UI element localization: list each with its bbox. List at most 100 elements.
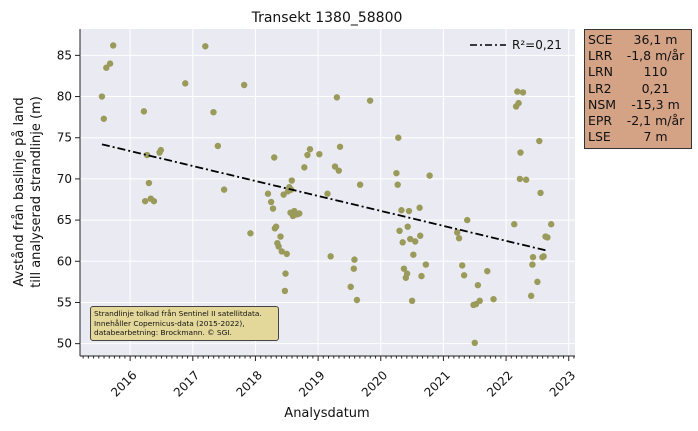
data-point <box>247 230 254 237</box>
data-point <box>471 339 478 347</box>
data-point <box>182 80 189 87</box>
stat-row: LRN 110 <box>585 64 691 80</box>
data-point <box>202 43 209 50</box>
data-point <box>490 295 497 303</box>
data-point <box>267 198 275 206</box>
data-point <box>304 151 311 159</box>
y-tick-label: 65 <box>57 213 72 227</box>
data-point <box>529 261 536 268</box>
data-point <box>395 134 402 141</box>
data-point <box>536 137 543 145</box>
data-point <box>460 272 468 279</box>
stat-row: LSE 7 m <box>585 129 691 145</box>
data-point <box>455 235 463 242</box>
data-point <box>296 210 303 217</box>
data-point <box>417 232 424 239</box>
x-tick-label: 2017 <box>171 368 202 399</box>
y-tick-label: 50 <box>57 337 72 351</box>
data-point <box>140 108 148 115</box>
x-tick-label: 2023 <box>547 368 578 399</box>
x-tick-label: 2016 <box>108 368 139 399</box>
y-tick-label: 70 <box>57 172 72 186</box>
y-tick-label: 85 <box>57 48 72 62</box>
data-point <box>396 227 403 235</box>
data-point <box>277 233 284 240</box>
data-point <box>403 270 411 277</box>
data-point <box>393 169 400 177</box>
data-point <box>110 42 117 49</box>
data-point <box>210 108 217 116</box>
x-tick-label: 2021 <box>421 368 452 399</box>
stat-key: LR2 <box>588 80 612 96</box>
stat-row: LRR -1,8 m/år <box>585 48 691 64</box>
stat-row: LR2 0,21 <box>585 81 691 97</box>
data-point <box>220 186 228 193</box>
data-point <box>476 297 483 305</box>
stat-row: NSM -15,3 m <box>585 97 691 113</box>
data-point <box>98 93 106 100</box>
data-point <box>306 146 314 153</box>
data-point <box>544 234 551 241</box>
stat-row: EPR -2,1 m/år <box>585 113 691 129</box>
stat-value: -1,8 m/år <box>626 48 685 64</box>
data-point <box>141 197 149 205</box>
stat-key: SCE <box>588 32 613 47</box>
note-line: databearbetning: Brockmann. © SGI. <box>94 328 232 338</box>
data-points <box>98 42 555 347</box>
trend-line <box>101 143 548 252</box>
data-point <box>400 265 408 272</box>
data-point <box>143 151 151 159</box>
data-point <box>327 253 334 260</box>
data-point <box>106 60 114 67</box>
data-point <box>484 267 491 275</box>
stat-key: LSE <box>588 129 611 145</box>
data-point <box>288 177 295 184</box>
data-point <box>394 181 401 188</box>
data-point <box>418 272 425 280</box>
legend-label: R²=0,21 <box>512 38 562 52</box>
data-point <box>331 163 339 170</box>
data-point <box>464 216 471 224</box>
note-line: Innehåller Copernicus-data (2015-2022), <box>94 318 245 328</box>
note-line: Strandlinje tolkad från Sentinel II sate… <box>94 309 262 318</box>
data-point <box>356 181 364 188</box>
data-point <box>264 190 272 197</box>
data-point <box>515 99 522 107</box>
data-point <box>416 204 423 211</box>
data-point <box>404 223 411 230</box>
data-point <box>412 238 419 245</box>
data-point <box>527 292 535 300</box>
data-point <box>516 175 524 183</box>
data-point <box>272 223 280 230</box>
y-axis-label-line-2: till analyserad strandlinje (m) <box>29 96 44 288</box>
data-point <box>336 143 344 150</box>
data-point <box>275 243 282 250</box>
y-tick-label: 75 <box>57 131 72 145</box>
data-point <box>540 253 547 260</box>
y-tick-label: 60 <box>57 254 72 268</box>
data-point <box>353 296 361 304</box>
trend-line-group <box>101 143 548 252</box>
stat-row: SCE 36,1 m <box>585 32 691 48</box>
data-point <box>103 64 110 71</box>
data-point <box>511 221 518 228</box>
x-tick-label: 2018 <box>233 368 264 399</box>
data-point <box>157 146 165 154</box>
x-axis-label: Analysdatum <box>284 406 369 421</box>
data-point <box>333 94 341 101</box>
data-point <box>280 191 287 198</box>
data-point <box>408 297 416 305</box>
stat-key: NSM <box>588 96 617 112</box>
grid <box>80 29 575 356</box>
data-point <box>316 150 323 158</box>
y-tick-label: 55 <box>57 295 72 309</box>
data-point <box>283 250 290 258</box>
stat-value: 0,21 <box>641 80 670 96</box>
data-point <box>426 172 433 179</box>
stats-box: SCE 36,1 m LRR -1,8 m/år LRN 110 LR2 0,21 NS… <box>584 29 692 150</box>
data-point <box>366 97 374 104</box>
legend-line-swatch <box>470 44 506 46</box>
stat-key: LRN <box>588 64 613 80</box>
stat-key: EPR <box>588 112 613 128</box>
data-point <box>240 81 248 89</box>
